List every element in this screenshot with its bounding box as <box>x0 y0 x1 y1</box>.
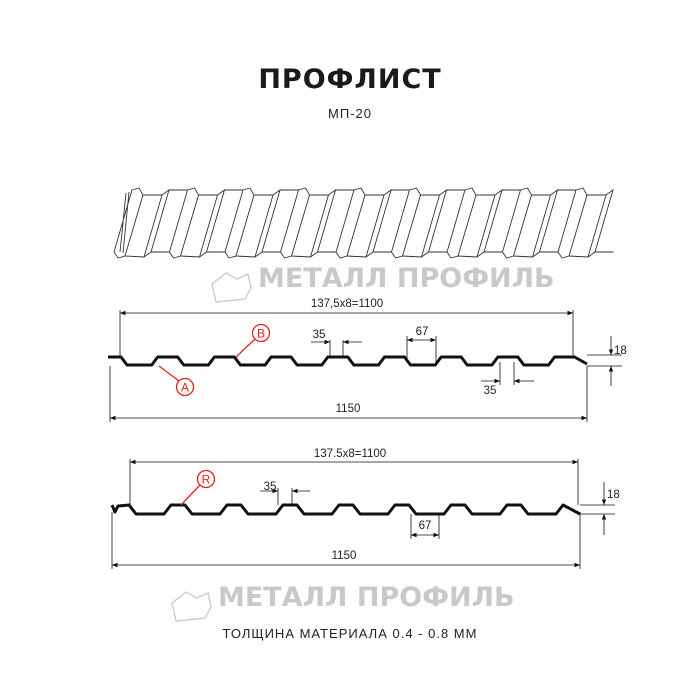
callout-b: B <box>235 323 271 358</box>
profile-1-bottom-width-label: 35 <box>484 385 497 397</box>
logo-icon <box>171 591 212 622</box>
svg-text:A: A <box>181 381 189 395</box>
watermark-text: МЕТАЛЛ ПРОФИЛЬ <box>258 263 555 294</box>
material-thickness-note: ТОЛЩИНА МАТЕРИАЛА 0.4 - 0.8 ММ <box>223 626 478 641</box>
profile-2-top-width-label: 35 <box>264 481 277 493</box>
profile-2-outline <box>110 503 581 516</box>
profile-1-pitch-label: 137,5x8=1100 <box>311 298 383 310</box>
profile-2-rib-label: 67 <box>419 520 432 532</box>
sheet-3d-view <box>113 187 614 259</box>
callout-r: R <box>180 469 216 506</box>
model-subtitle: МП-20 <box>328 106 372 121</box>
profile-2-width-label: 1150 <box>332 550 357 562</box>
profile-1-rib-label: 67 <box>416 326 429 338</box>
profile-1-width-label: 1150 <box>336 403 361 415</box>
svg-text:R: R <box>202 473 211 487</box>
sheet-3d-outline <box>113 187 614 259</box>
watermark-2: МЕТАЛЛ ПРОФИЛЬ <box>171 582 515 622</box>
profile-1-height-label: 18 <box>614 345 627 357</box>
watermark-text: МЕТАЛЛ ПРОФИЛЬ <box>218 582 515 613</box>
profile-1-top-width-label: 35 <box>313 329 326 341</box>
profile-2-height-label: 18 <box>607 489 620 501</box>
callout-a: A <box>158 365 195 397</box>
profile-1-outline <box>108 355 588 367</box>
profile-1 <box>108 310 622 422</box>
profile-2 <box>110 459 615 569</box>
svg-text:B: B <box>257 327 265 341</box>
logo-icon <box>211 272 252 303</box>
watermark-1: МЕТАЛЛ ПРОФИЛЬ <box>211 263 555 303</box>
profile-2-pitch-label: 137.5x8=1100 <box>314 448 386 460</box>
page-title: ПРОФЛИСТ <box>258 64 441 95</box>
